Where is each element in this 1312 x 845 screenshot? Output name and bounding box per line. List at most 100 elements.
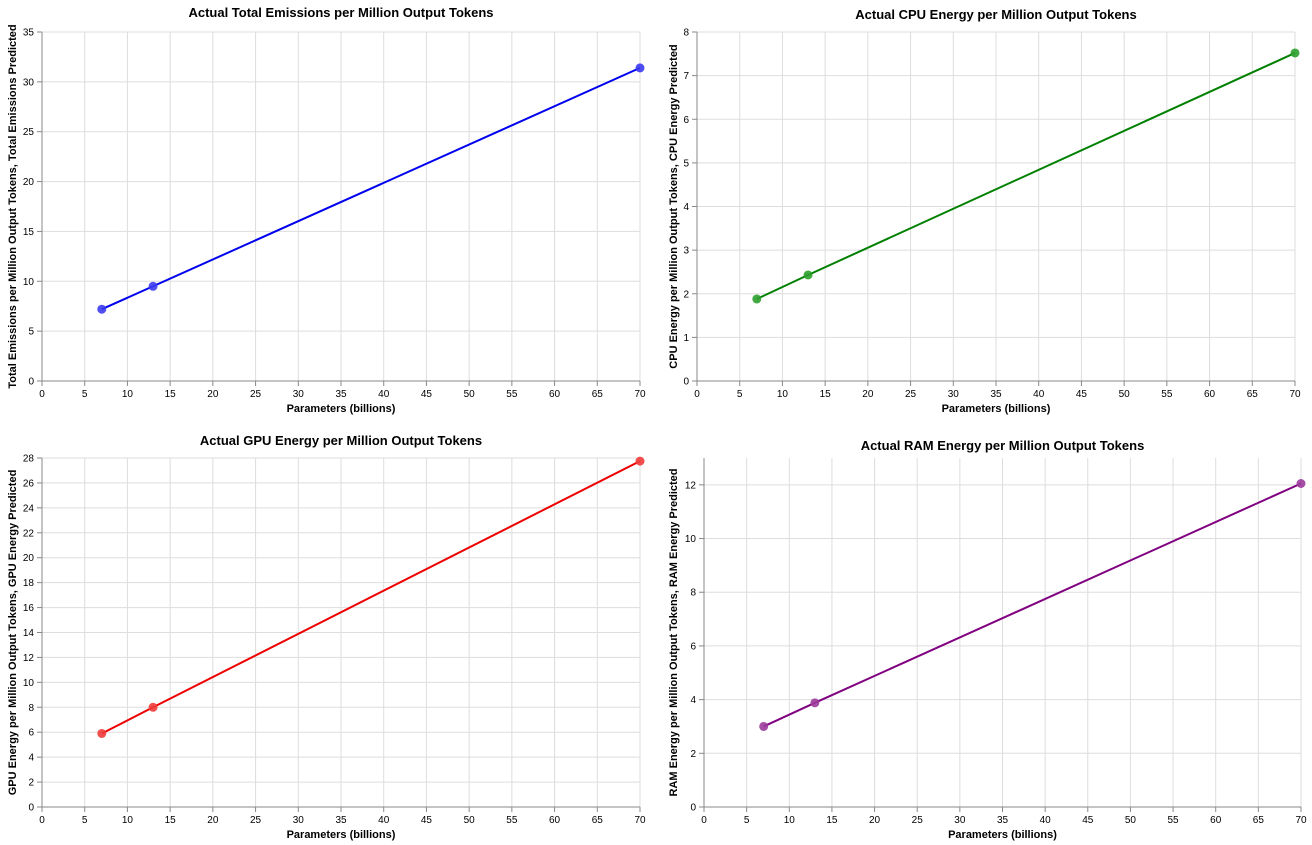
x-tick-label: 10 [777,389,789,400]
x-tick-label: 0 [39,815,45,826]
y-tick-label: 7 [683,71,689,82]
y-tick-label: 25 [23,127,35,138]
y-tick-label: 0 [28,803,34,814]
x-tick-label: 35 [997,815,1009,826]
chart-3: 0 5 10 15 20 25 30 35 40 45 50 55 60 65 70024681012141… [7,433,646,841]
series-line [756,52,1296,300]
x-tick-label: 5 [744,815,750,826]
y-tick-label: 24 [23,503,35,514]
x-tick-label: 55 [506,815,518,826]
y-tick-label: 15 [23,227,35,238]
data-point [635,456,645,466]
y-tick-label: 2 [28,778,34,789]
y-tick-label: 26 [23,478,35,489]
x-tick-label: 10 [122,389,134,400]
x-tick-label: 60 [549,815,561,826]
series-line [101,66,641,311]
x-tick-label: 20 [207,815,219,826]
x-tick-label: 30 [948,389,960,400]
x-tick-label: 30 [293,389,305,400]
x-tick-label: 70 [634,815,646,826]
x-tick-label: 20 [207,389,219,400]
x-tick-label: 15 [820,389,832,400]
x-tick-label: 40 [1033,389,1045,400]
data-point [810,698,820,708]
x-tick-label: 55 [506,389,518,400]
data-point [97,304,107,314]
data-point [759,721,769,731]
y-tick-label: 10 [23,277,35,288]
x-tick-label: 60 [1210,815,1222,826]
x-tick-label: 25 [905,389,917,400]
x-tick-label: 65 [592,389,604,400]
x-tick-label: 5 [737,389,743,400]
y-tick-label: 12 [23,653,35,664]
x-tick-label: 70 [1295,815,1307,826]
x-tick-label: 15 [165,389,177,400]
y-tick-label: 16 [23,603,35,614]
x-tick-label: 20 [862,389,874,400]
x-tick-label: 35 [990,389,1002,400]
y-tick-label: 35 [23,28,35,39]
chart-2: 0 5 10 15 20 25 30 35 40 45 50 55 60 65 70012345678Act… [668,7,1301,415]
x-tick-label: 50 [1119,389,1131,400]
y-tick-label: 6 [28,728,34,739]
x-tick-label: 50 [464,389,476,400]
y-tick-label: 10 [685,534,697,545]
x-tick-label: 50 [1125,815,1137,826]
chart-1: 0 5 10 15 20 25 30 35 40 45 50 55 60 65 70 0 5 10 15 20 25 30… [7,5,646,415]
x-tick-label: 50 [464,815,476,826]
y-tick-label: 0 [28,377,34,388]
x-tick-label: 5 [82,815,88,826]
x-tick-label: 15 [165,815,177,826]
series-line [763,482,1302,728]
y-tick-label: 12 [685,480,697,491]
y-tick-label: 18 [23,578,35,589]
x-tick-label: 70 [634,389,646,400]
x-tick-label: 30 [293,815,305,826]
y-tick-label: 20 [23,553,35,564]
data-point [752,294,762,304]
x-tick-label: 55 [1161,389,1173,400]
y-tick-label: 14 [23,628,35,639]
x-axis-title: Parameters (billions) [287,829,396,841]
data-point [803,270,813,280]
x-tick-label: 5 [82,389,88,400]
x-tick-label: 0 [701,815,707,826]
y-tick-label: 4 [28,753,34,764]
y-tick-label: 8 [683,28,689,39]
chart-title: Actual RAM Energy per Million Output Tok… [861,438,1145,453]
y-tick-label: 2 [683,289,689,300]
x-tick-label: 60 [549,389,561,400]
data-point [148,281,158,291]
y-tick-label: 4 [683,202,689,213]
x-tick-label: 10 [122,815,134,826]
y-tick-label: 6 [683,115,689,126]
data-point [148,702,158,712]
y-tick-label: 2 [690,749,696,760]
chart-title: Actual GPU Energy per Million Output Tok… [200,433,482,448]
y-tick-label: 3 [683,246,689,257]
y-tick-label: 5 [28,327,34,338]
x-tick-label: 65 [1247,389,1259,400]
x-tick-label: 10 [784,815,796,826]
x-tick-label: 25 [912,815,924,826]
x-tick-label: 20 [869,815,881,826]
x-axis-title: Parameters (billions) [287,403,396,415]
y-tick-label: 30 [23,77,35,88]
y-tick-label: 0 [683,377,689,388]
x-tick-label: 0 [694,389,700,400]
y-tick-label: 20 [23,177,35,188]
y-tick-label: 28 [23,454,35,465]
y-tick-label: 10 [23,678,35,689]
series-line [101,460,641,735]
y-tick-label: 8 [690,588,696,599]
x-tick-label: 70 [1289,389,1301,400]
x-tick-label: 60 [1204,389,1216,400]
x-tick-label: 0 [39,389,45,400]
y-axis-title: RAM Energy per Million Output Tokens, RA… [668,469,680,797]
x-tick-label: 25 [250,389,262,400]
data-point [97,728,107,738]
x-tick-label: 55 [1168,815,1180,826]
data-point [1290,48,1300,58]
